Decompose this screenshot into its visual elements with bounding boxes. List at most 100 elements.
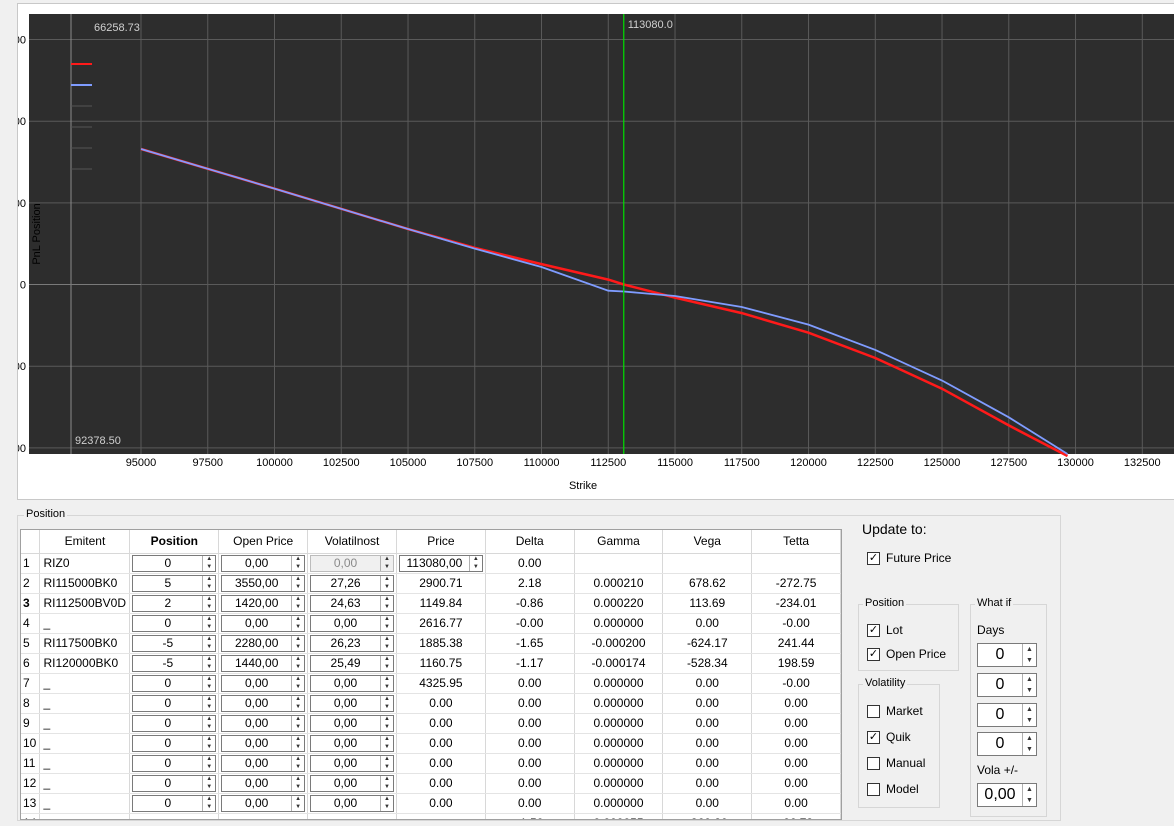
position-spinbox[interactable]: 0 ▲ ▼ xyxy=(132,554,217,572)
days-spin-arrows-4[interactable]: ▲ ▼ xyxy=(1022,733,1036,755)
position-spinbox[interactable]: -5 ▲ ▼ xyxy=(132,654,217,672)
price-cell[interactable]: 0.00 xyxy=(396,733,486,754)
days-value-3[interactable]: 0 xyxy=(995,706,1005,723)
position-value[interactable]: 0 xyxy=(164,775,172,790)
emitent-cell[interactable]: _ xyxy=(39,693,131,714)
position-value[interactable]: 5 xyxy=(164,575,172,590)
price-cell[interactable]: 1149.84 xyxy=(396,593,486,614)
days-spinbox-2[interactable]: 0 ▲ ▼ xyxy=(977,673,1037,697)
volatility-value[interactable]: 0,00 xyxy=(333,695,358,710)
price-cell[interactable]: 0.00 xyxy=(396,793,486,814)
volatility-spinbox[interactable]: 24,63 ▲ ▼ xyxy=(310,594,394,612)
open-price-spin-arrows[interactable]: ▲ ▼ xyxy=(291,555,304,571)
header-tetta[interactable]: Tetta xyxy=(751,530,841,554)
position-value[interactable]: 0 xyxy=(164,715,172,730)
open-price-spinbox[interactable]: 0,00 ▲ ▼ xyxy=(221,754,306,772)
open-price-spin-arrows[interactable]: ▲ ▼ xyxy=(291,575,304,591)
days-value-1[interactable]: 0 xyxy=(995,646,1005,663)
volatility-spinbox[interactable]: 25,49 ▲ ▼ xyxy=(310,654,394,672)
emitent-cell[interactable]: RI117500BK0 xyxy=(39,633,131,654)
volatility-spin-arrows[interactable]: ▲ ▼ xyxy=(379,715,393,731)
position-spinbox[interactable]: -5 ▲ ▼ xyxy=(132,634,217,652)
position-value[interactable]: -5 xyxy=(162,635,174,650)
open-price-spinbox[interactable]: 0,00 ▲ ▼ xyxy=(221,614,306,632)
open-price-spinbox[interactable]: 3550,00 ▲ ▼ xyxy=(221,574,306,592)
volatility-value[interactable]: 27,26 xyxy=(330,575,361,590)
days-spin-arrows-2[interactable]: ▲ ▼ xyxy=(1022,674,1036,696)
open-price-spinbox[interactable]: 0,00 ▲ ▼ xyxy=(221,714,306,732)
position-spin-arrows[interactable]: ▲ ▼ xyxy=(202,755,215,771)
volatility-spin-arrows[interactable]: ▲ ▼ xyxy=(379,755,393,771)
position-value[interactable]: 0 xyxy=(164,675,172,690)
emitent-cell[interactable]: RI120000BK0 xyxy=(39,653,131,674)
position-spinbox[interactable]: 0 ▲ ▼ xyxy=(132,614,217,632)
market-checkbox[interactable]: Market xyxy=(867,704,923,718)
open-price-value[interactable]: 0,00 xyxy=(245,735,269,750)
volatility-value[interactable]: 0,00 xyxy=(333,675,358,690)
volatility-spin-arrows[interactable]: ▲ ▼ xyxy=(379,555,393,571)
position-spin-arrows[interactable]: ▲ ▼ xyxy=(202,635,215,651)
open-price-spinbox[interactable]: 0,00 ▲ ▼ xyxy=(221,694,306,712)
position-spinbox[interactable]: 0 ▲ ▼ xyxy=(132,674,217,692)
open-price-spin-arrows[interactable]: ▲ ▼ xyxy=(291,775,304,791)
volatility-spin-arrows[interactable]: ▲ ▼ xyxy=(379,735,393,751)
emitent-cell[interactable]: RIZ0 xyxy=(39,553,131,574)
position-spin-arrows[interactable]: ▲ ▼ xyxy=(202,695,215,711)
position-spinbox[interactable]: 0 ▲ ▼ xyxy=(132,714,217,732)
open-price-value[interactable]: 2280,00 xyxy=(234,635,279,650)
market-check-icon[interactable] xyxy=(867,704,880,718)
days-spin-arrows-1[interactable]: ▲ ▼ xyxy=(1022,644,1036,666)
volatility-value[interactable]: 0,00 xyxy=(333,755,358,770)
open-price-value[interactable]: 1420,00 xyxy=(234,595,279,610)
position-spin-arrows[interactable]: ▲ ▼ xyxy=(202,615,215,631)
volatility-spinbox[interactable]: 0,00 ▲ ▼ xyxy=(310,794,394,812)
volatility-value[interactable]: 0,00 xyxy=(333,715,358,730)
header-delta[interactable]: Delta xyxy=(485,530,575,554)
open-price-spinbox[interactable]: 0,00 ▲ ▼ xyxy=(221,674,306,692)
volatility-spin-arrows[interactable]: ▲ ▼ xyxy=(379,795,393,811)
volatility-spinbox[interactable]: 0,00 ▲ ▼ xyxy=(310,734,394,752)
price-cell[interactable]: 0.00 xyxy=(396,713,486,734)
emitent-cell[interactable]: RI115000BK0 xyxy=(39,573,131,594)
open-price-value[interactable]: 0,00 xyxy=(245,795,269,810)
volatility-spinbox[interactable]: 0,00 ▲ ▼ xyxy=(310,754,394,772)
volatility-value[interactable]: 0,00 xyxy=(333,555,358,570)
volatility-value[interactable]: 0,00 xyxy=(333,735,358,750)
open-price-spinbox[interactable]: 0,00 ▲ ▼ xyxy=(221,794,306,812)
position-spin-arrows[interactable]: ▲ ▼ xyxy=(202,735,215,751)
position-value[interactable]: 0 xyxy=(164,755,172,770)
position-spin-arrows[interactable]: ▲ ▼ xyxy=(202,595,215,611)
volatility-value[interactable]: 24,63 xyxy=(330,595,361,610)
volatility-spinbox[interactable]: 0,00 ▲ ▼ xyxy=(310,674,394,692)
days-spinbox-3[interactable]: 0 ▲ ▼ xyxy=(977,703,1037,727)
position-spinbox[interactable]: 0 ▲ ▼ xyxy=(132,754,217,772)
days-spinbox-4[interactable]: 0 ▲ ▼ xyxy=(977,732,1037,756)
manual-checkbox[interactable]: Manual xyxy=(867,756,925,770)
open-price-spin-arrows[interactable]: ▲ ▼ xyxy=(291,655,304,671)
volatility-spin-arrows[interactable]: ▲ ▼ xyxy=(379,635,393,651)
header-volatilnost[interactable]: Volatilnost xyxy=(307,530,397,554)
model-check-icon[interactable] xyxy=(867,782,880,796)
position-value[interactable]: 0 xyxy=(164,555,172,570)
price-cell[interactable]: 2900.71 xyxy=(396,573,486,594)
volatility-spin-arrows[interactable]: ▲ ▼ xyxy=(379,575,393,591)
emitent-cell[interactable]: _ xyxy=(39,673,131,694)
open-price-spin-arrows[interactable]: ▲ ▼ xyxy=(291,795,304,811)
days-spin-arrows-3[interactable]: ▲ ▼ xyxy=(1022,704,1036,726)
volatility-spin-arrows[interactable]: ▲ ▼ xyxy=(379,695,393,711)
open-price-spinbox[interactable]: 1440,00 ▲ ▼ xyxy=(221,654,306,672)
emitent-cell[interactable]: _ xyxy=(39,753,131,774)
price-cell[interactable]: 0.00 xyxy=(396,753,486,774)
volatility-value[interactable]: 0,00 xyxy=(333,775,358,790)
position-value[interactable]: -5 xyxy=(162,655,174,670)
header-emitent[interactable]: Emitent xyxy=(39,530,131,554)
volatility-spin-arrows[interactable]: ▲ ▼ xyxy=(379,595,393,611)
volatility-spinbox[interactable]: 27,26 ▲ ▼ xyxy=(310,574,394,592)
position-spinbox[interactable]: 5 ▲ ▼ xyxy=(132,574,217,592)
volatility-spin-arrows[interactable]: ▲ ▼ xyxy=(379,775,393,791)
volatility-spin-arrows[interactable]: ▲ ▼ xyxy=(379,655,393,671)
vola-spinbox[interactable]: 0,00 ▲ ▼ xyxy=(977,783,1037,807)
open-price-spinbox[interactable]: 1420,00 ▲ ▼ xyxy=(221,594,306,612)
position-spin-arrows[interactable]: ▲ ▼ xyxy=(202,675,215,691)
emitent-cell[interactable]: RI112500BV0D xyxy=(39,593,131,614)
